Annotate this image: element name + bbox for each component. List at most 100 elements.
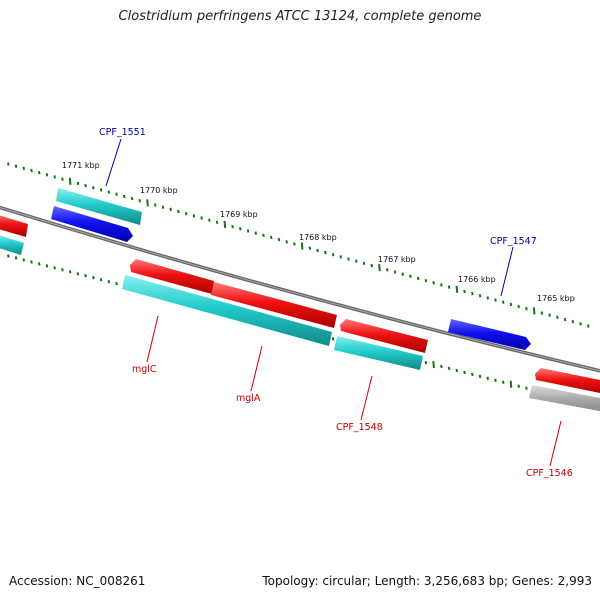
label-connectors-bottom [146,315,562,467]
minor-tick [308,246,312,250]
minor-tick [45,173,49,177]
minor-tick [246,229,250,233]
minor-tick [92,186,95,190]
label-cpf-1551: CPF_1551 [99,127,146,138]
minor-tick [494,378,497,383]
minor-tick [486,296,490,300]
minor-tick [486,376,490,381]
minor-tick [447,366,451,371]
minor-tick [138,199,142,203]
minor-tick [355,259,358,263]
minor-tick [45,264,49,268]
cds-cpf-1547[interactable] [448,319,531,350]
minor-tick [76,181,80,186]
minor-tick [447,285,451,289]
minor-tick [61,177,64,181]
minor-tick [416,276,420,281]
tick-label: 1767 kbp [378,255,416,264]
minor-tick [153,203,157,207]
major-tick [378,264,381,272]
major-tick [509,380,513,388]
minor-tick [571,319,575,324]
major-tick [532,307,536,315]
minor-tick [200,216,203,220]
minor-tick [99,277,103,282]
minor-tick [362,261,366,266]
minor-tick [347,257,350,261]
label-cpf-1547: CPF_1547 [490,236,537,247]
major-tick [455,285,459,293]
major-tick [432,360,435,369]
label-cpf-1546: CPF_1546 [526,468,573,479]
minor-tick [501,300,505,304]
tick-label: 1765 kbp [537,294,575,303]
major-tick [146,199,149,207]
feature-rna-band[interactable] [56,188,142,225]
minor-tick [393,270,397,274]
minor-tick [409,274,412,279]
minor-tick [22,258,26,262]
minor-tick [424,278,428,283]
minor-tick [339,255,343,259]
minor-tick [92,276,95,280]
minor-tick [455,368,459,373]
minor-tick [84,183,87,188]
minor-tick [509,302,513,307]
label-mgla: mglA [236,393,261,404]
major-tick [300,242,304,250]
minor-tick [254,231,258,235]
minor-tick [37,262,41,266]
cds-cpf-1551[interactable] [51,206,133,242]
minor-tick [14,256,18,260]
minor-tick [556,315,559,320]
feature-band-1548[interactable] [334,336,423,370]
minor-tick [84,274,87,278]
minor-tick [471,291,474,296]
minor-tick [401,272,404,276]
label-connectors-top [105,138,514,297]
cds-mgla[interactable] [211,282,337,328]
minor-tick [579,322,582,326]
minor-tick [192,214,196,218]
tick-label: 1768 kbp [299,233,337,242]
feature-band-mgl[interactable] [122,275,332,346]
cds-left-edge[interactable] [0,214,28,237]
major-tick [68,177,72,185]
minor-tick [99,188,103,192]
minor-tick [293,242,296,246]
minor-tick [424,360,428,365]
minor-tick [76,272,80,276]
minor-tick [262,233,265,237]
minor-tick [68,270,72,274]
minor-tick [501,380,505,384]
cds-cpf-1548[interactable] [340,319,428,353]
minor-tick [22,166,26,171]
tick-label: 1769 kbp [220,210,258,219]
feature-band-1546[interactable] [529,385,600,412]
minor-tick [525,307,528,311]
minor-tick [107,279,111,284]
minor-tick [385,268,389,272]
minor-tick [130,196,134,201]
minor-tick [331,253,335,257]
minor-tick [324,250,327,255]
feature-left-band[interactable] [0,234,24,255]
minor-tick [316,248,319,253]
cds-mglc[interactable] [130,259,214,294]
minor-tick [331,337,335,341]
major-tick [223,220,227,229]
minor-tick [161,205,165,209]
minor-tick [440,364,443,369]
minor-tick [53,266,56,270]
minor-tick [478,374,482,379]
minor-tick [277,237,281,242]
minor-tick [525,386,528,390]
accession-text: Accession: NC_008261 [9,574,146,588]
minor-tick [440,283,443,287]
minor-tick [7,162,10,166]
cds-cpf-1546[interactable] [535,368,600,394]
minor-tick [463,289,466,294]
label-mglc: mglC [132,364,157,375]
minor-tick [115,281,118,286]
